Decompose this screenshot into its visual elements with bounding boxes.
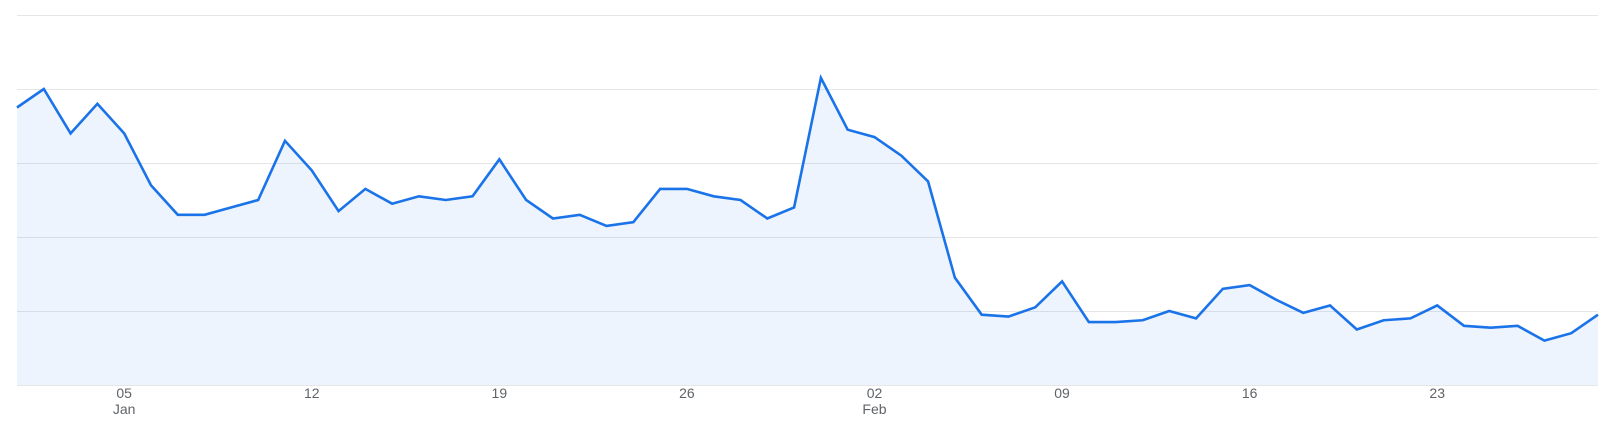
x-tick-label: 23: [1429, 385, 1445, 401]
data-point[interactable]: [656, 185, 664, 193]
data-point[interactable]: [710, 192, 718, 200]
data-point[interactable]: [870, 133, 878, 141]
data-point[interactable]: [1433, 301, 1441, 309]
x-tick-label: 26: [679, 385, 695, 401]
data-point[interactable]: [1112, 318, 1120, 326]
data-point[interactable]: [227, 203, 235, 211]
data-point[interactable]: [1004, 313, 1012, 321]
data-point[interactable]: [1540, 337, 1548, 345]
data-point[interactable]: [763, 215, 771, 223]
x-tick-label: 05: [116, 385, 132, 401]
x-tick-label: 09: [1054, 385, 1070, 401]
data-point[interactable]: [603, 222, 611, 230]
data-point[interactable]: [388, 200, 396, 208]
data-point[interactable]: [40, 85, 48, 93]
data-point[interactable]: [844, 126, 852, 134]
x-tick-label: 16: [1242, 385, 1258, 401]
data-point[interactable]: [924, 178, 932, 186]
data-point[interactable]: [897, 152, 905, 160]
data-point[interactable]: [361, 185, 369, 193]
x-tick-label: 02: [867, 385, 883, 401]
series-layer: [13, 74, 1599, 386]
data-point[interactable]: [817, 74, 825, 82]
data-point[interactable]: [576, 211, 584, 219]
data-point[interactable]: [174, 211, 182, 219]
data-point[interactable]: [951, 274, 959, 282]
series-area-fill: [17, 77, 1598, 386]
x-month-label: Jan: [113, 401, 136, 417]
data-point[interactable]: [629, 218, 637, 226]
data-point[interactable]: [254, 196, 262, 204]
data-point[interactable]: [469, 192, 477, 200]
data-point[interactable]: [790, 203, 798, 211]
data-point[interactable]: [495, 155, 503, 163]
data-point[interactable]: [1514, 322, 1522, 330]
data-point[interactable]: [93, 100, 101, 108]
data-point[interactable]: [737, 196, 745, 204]
data-point[interactable]: [1031, 303, 1039, 311]
data-point[interactable]: [281, 137, 289, 145]
series-line: [16, 74, 1599, 342]
data-point[interactable]: [1326, 301, 1334, 309]
data-point[interactable]: [1380, 316, 1388, 324]
data-point[interactable]: [13, 104, 21, 112]
data-point[interactable]: [1272, 296, 1280, 304]
gridlines: [17, 15, 1598, 386]
data-point[interactable]: [1219, 285, 1227, 293]
data-point[interactable]: [335, 207, 343, 215]
data-point[interactable]: [1058, 277, 1066, 285]
data-point[interactable]: [1085, 318, 1093, 326]
data-point[interactable]: [1138, 316, 1146, 324]
data-point[interactable]: [442, 196, 450, 204]
data-point[interactable]: [683, 185, 691, 193]
data-point[interactable]: [201, 211, 209, 219]
data-point[interactable]: [1192, 314, 1200, 322]
data-point[interactable]: [522, 196, 530, 204]
data-point[interactable]: [1406, 314, 1414, 322]
data-point[interactable]: [1567, 329, 1575, 337]
data-point[interactable]: [120, 129, 128, 137]
x-month-label: Feb: [862, 401, 886, 417]
data-point[interactable]: [978, 311, 986, 319]
data-point[interactable]: [1487, 324, 1495, 332]
data-point[interactable]: [308, 166, 316, 174]
data-point[interactable]: [67, 129, 75, 137]
x-tick-label: 19: [492, 385, 508, 401]
data-point[interactable]: [549, 215, 557, 223]
data-point[interactable]: [1299, 309, 1307, 317]
data-point[interactable]: [1246, 281, 1254, 289]
data-point[interactable]: [147, 181, 155, 189]
data-point[interactable]: [1165, 307, 1173, 315]
data-point[interactable]: [415, 192, 423, 200]
data-point[interactable]: [1353, 326, 1361, 334]
data-point[interactable]: [1460, 322, 1468, 330]
x-tick-label: 12: [304, 385, 320, 401]
